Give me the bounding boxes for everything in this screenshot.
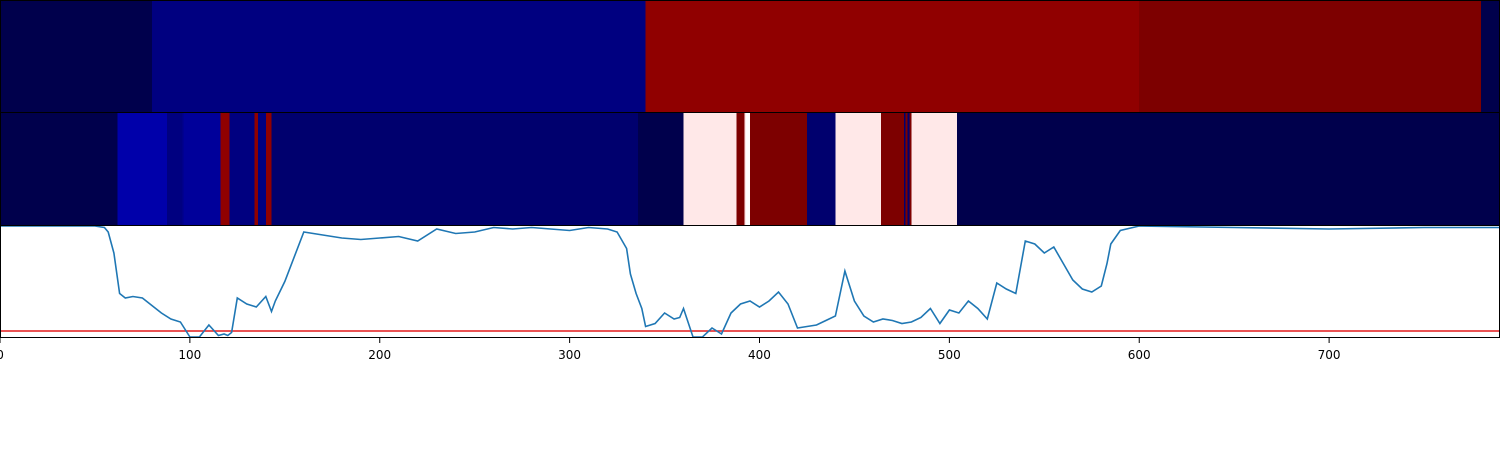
x-tick-label-500: 500 <box>938 348 961 362</box>
heatmap-segment-top-4 <box>1481 1 1500 112</box>
x-tick-label-100: 100 <box>178 348 201 362</box>
heatmap-segment-top-3 <box>1139 1 1482 112</box>
heatmap-segment-middle-8 <box>258 113 266 225</box>
heatmap-panel-middle <box>0 113 1500 225</box>
x-tick-label-400: 400 <box>748 348 771 362</box>
x-tick-label-700: 700 <box>1318 348 1341 362</box>
heatmap-segment-middle-17 <box>806 113 836 225</box>
heatmap-segment-middle-1 <box>117 113 168 225</box>
heatmap-segment-middle-0 <box>0 113 118 225</box>
line-panel <box>0 225 1500 338</box>
heatmap-segment-middle-7 <box>254 113 259 225</box>
x-tick-label-200: 200 <box>368 348 391 362</box>
heatmap-segment-middle-19 <box>881 113 904 225</box>
heatmap-segment-middle-22 <box>907 113 910 225</box>
line-panel-frame <box>0 225 1500 338</box>
heatmap-segment-middle-2 <box>167 113 183 225</box>
heatmap-segment-middle-16 <box>750 113 807 225</box>
heatmap-segment-middle-9 <box>265 113 272 225</box>
heatmap-segment-middle-12 <box>683 113 737 225</box>
heatmap-segment-middle-10 <box>271 113 638 225</box>
series-line <box>0 225 1500 338</box>
heatmap-segment-middle-24 <box>911 113 957 225</box>
heatmap-segment-middle-21 <box>905 113 908 225</box>
x-tick-label-600: 600 <box>1128 348 1151 362</box>
heatmap-segment-middle-3 <box>182 113 185 225</box>
heatmap-segment-middle-13 <box>736 113 745 225</box>
heatmap-segment-middle-23 <box>909 113 912 225</box>
heatmap-segment-middle-25 <box>956 113 1500 225</box>
heatmap-segment-middle-20 <box>903 113 906 225</box>
heatmap-segment-top-1 <box>151 1 646 112</box>
heatmap-segment-middle-11 <box>637 113 684 225</box>
heatmap-segment-middle-6 <box>229 113 255 225</box>
x-tick-label-300: 300 <box>558 348 581 362</box>
heatmap-panel-top <box>0 1 1500 112</box>
heatmap-segment-top-0 <box>0 1 152 112</box>
x-axis: 0 100 200 300 400 500 600 700 <box>0 338 1341 362</box>
heatmap-segment-top-2 <box>645 1 1140 112</box>
heatmap-segment-middle-5 <box>220 113 230 225</box>
heatmap-segment-middle-15 <box>746 113 750 225</box>
x-tick-label-0: 0 <box>0 348 4 362</box>
heatmap-segment-middle-4 <box>184 113 221 225</box>
heatmap-segment-middle-14 <box>744 113 747 225</box>
heatmap-segment-middle-18 <box>835 113 882 225</box>
